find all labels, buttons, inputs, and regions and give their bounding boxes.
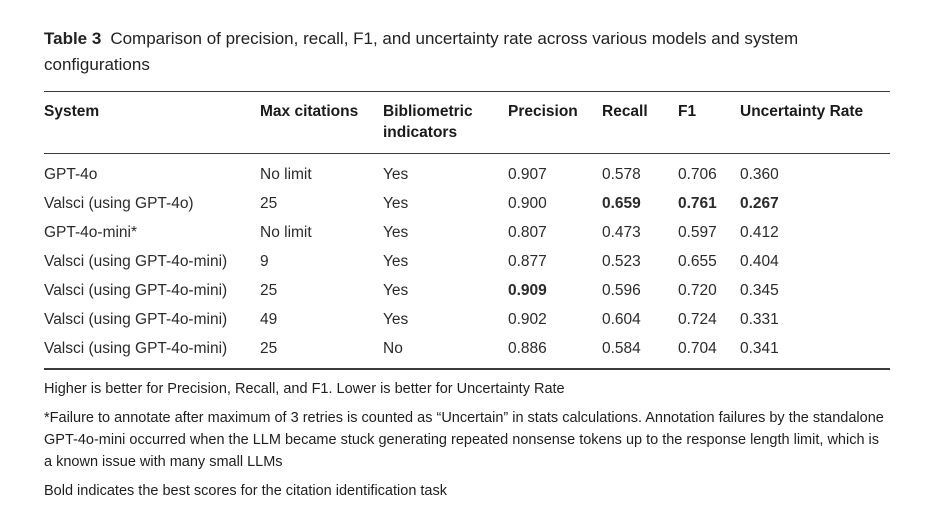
table-cell: Valsci (using GPT-4o-mini): [44, 253, 228, 270]
table-cell: 25: [260, 195, 278, 212]
table-cell: 0.331: [740, 311, 779, 328]
table-cell: Valsci (using GPT-4o-mini): [44, 282, 228, 299]
header-cell-uncertainty-rate: Uncertainty Rate: [740, 103, 864, 120]
table-cell: 0.584: [602, 340, 641, 357]
table-cell: Yes: [383, 282, 409, 299]
header-cell-max-citations: Max citations: [260, 103, 359, 120]
table-row: Valsci (using GPT-4o) 25 Yes 0.900 0.659…: [44, 189, 890, 218]
table-cell: GPT-4o: [44, 166, 98, 183]
table-cell: 0.345: [740, 282, 779, 299]
table-cell: 0.720: [678, 282, 717, 299]
table-cell: 0.704: [678, 340, 717, 357]
table-cell: Yes: [383, 253, 409, 270]
table-cell: 25: [260, 340, 278, 357]
header-cell-f1: F1: [678, 103, 697, 120]
table-cell: 0.902: [508, 311, 547, 328]
header-cell-system: System: [44, 103, 100, 120]
table-cell: 0.877: [508, 253, 547, 270]
table-cell: Valsci (using GPT-4o): [44, 195, 194, 212]
table-cell: GPT-4o-mini*: [44, 224, 138, 241]
table-cell: 0.523: [602, 253, 641, 270]
header-cell-recall: Recall: [602, 103, 648, 120]
table-cell: 0.412: [740, 224, 779, 241]
table-cell: 0.900: [508, 195, 547, 212]
table-cell: Yes: [383, 224, 409, 241]
footnote-bold-meaning: Bold indicates the best scores for the c…: [44, 483, 447, 499]
table-cell: 0.596: [602, 282, 641, 299]
table-cell-best-precision: 0.909: [508, 282, 547, 299]
table-cell: 0.724: [678, 311, 717, 328]
footnote-metric-direction: Higher is better for Precision, Recall, …: [44, 381, 565, 397]
table-cell: Yes: [383, 166, 409, 183]
table-cell-best-recall: 0.659: [602, 195, 641, 212]
table-footnotes: Higher is better for Precision, Recall, …: [44, 378, 890, 502]
table-cell: 0.706: [678, 166, 717, 183]
table-cell: Valsci (using GPT-4o-mini): [44, 340, 228, 357]
table-cell: Yes: [383, 195, 409, 212]
table-cell: Valsci (using GPT-4o-mini): [44, 311, 228, 328]
table-caption: Table 3 Comparison of precision, recall, …: [44, 26, 890, 78]
table-row: Valsci (using GPT-4o-mini) 49 Yes 0.902 …: [44, 305, 890, 334]
table-cell: 0.807: [508, 224, 547, 241]
table-header-row: System Max citations Bibliometric indica…: [44, 91, 890, 154]
table-caption-text: Comparison of precision, recall, F1, and…: [44, 29, 799, 74]
table-cell-best-f1: 0.761: [678, 195, 717, 212]
table-cell: 0.578: [602, 166, 641, 183]
table-cell: 0.404: [740, 253, 779, 270]
table-cell: 0.655: [678, 253, 717, 270]
table-cell: 25: [260, 282, 278, 299]
table-cell: No limit: [260, 166, 312, 183]
table-cell: 0.341: [740, 340, 779, 357]
table-cell: No limit: [260, 224, 312, 241]
table-cell: 0.604: [602, 311, 641, 328]
table-cell: Yes: [383, 311, 409, 328]
table-row: Valsci (using GPT-4o-mini) 9 Yes 0.877 0…: [44, 247, 890, 276]
table-cell-best-uncertainty-rate: 0.267: [740, 195, 779, 212]
table-body: GPT-4o No limit Yes 0.907 0.578 0.706 0.…: [44, 154, 890, 369]
table-cell: 0.360: [740, 166, 779, 183]
table-cell: No: [383, 340, 403, 357]
header-cell-precision: Precision: [508, 103, 578, 120]
table-row: Valsci (using GPT-4o-mini) 25 No 0.886 0…: [44, 334, 890, 369]
table-cell: 0.597: [678, 224, 717, 241]
table-cell: 0.907: [508, 166, 547, 183]
table-cell: 0.473: [602, 224, 641, 241]
table-row: GPT-4o No limit Yes 0.907 0.578 0.706 0.…: [44, 154, 890, 190]
results-table: System Max citations Bibliometric indica…: [44, 91, 890, 370]
header-cell-bibliometric-indicators: Bibliometric indicators: [383, 103, 473, 141]
table-cell: 0.886: [508, 340, 547, 357]
table-row: GPT-4o-mini* No limit Yes 0.807 0.473 0.…: [44, 218, 890, 247]
table-cell: 9: [260, 253, 269, 270]
table-row: Valsci (using GPT-4o-mini) 25 Yes 0.909 …: [44, 276, 890, 305]
table-header: System Max citations Bibliometric indica…: [44, 91, 890, 154]
footnote-annotation-failure: *Failure to annotate after maximum of 3 …: [44, 410, 884, 470]
table-cell: 49: [260, 311, 278, 328]
page: Table 3 Comparison of precision, recall, …: [44, 26, 890, 502]
table-caption-label: Table 3: [44, 29, 102, 48]
